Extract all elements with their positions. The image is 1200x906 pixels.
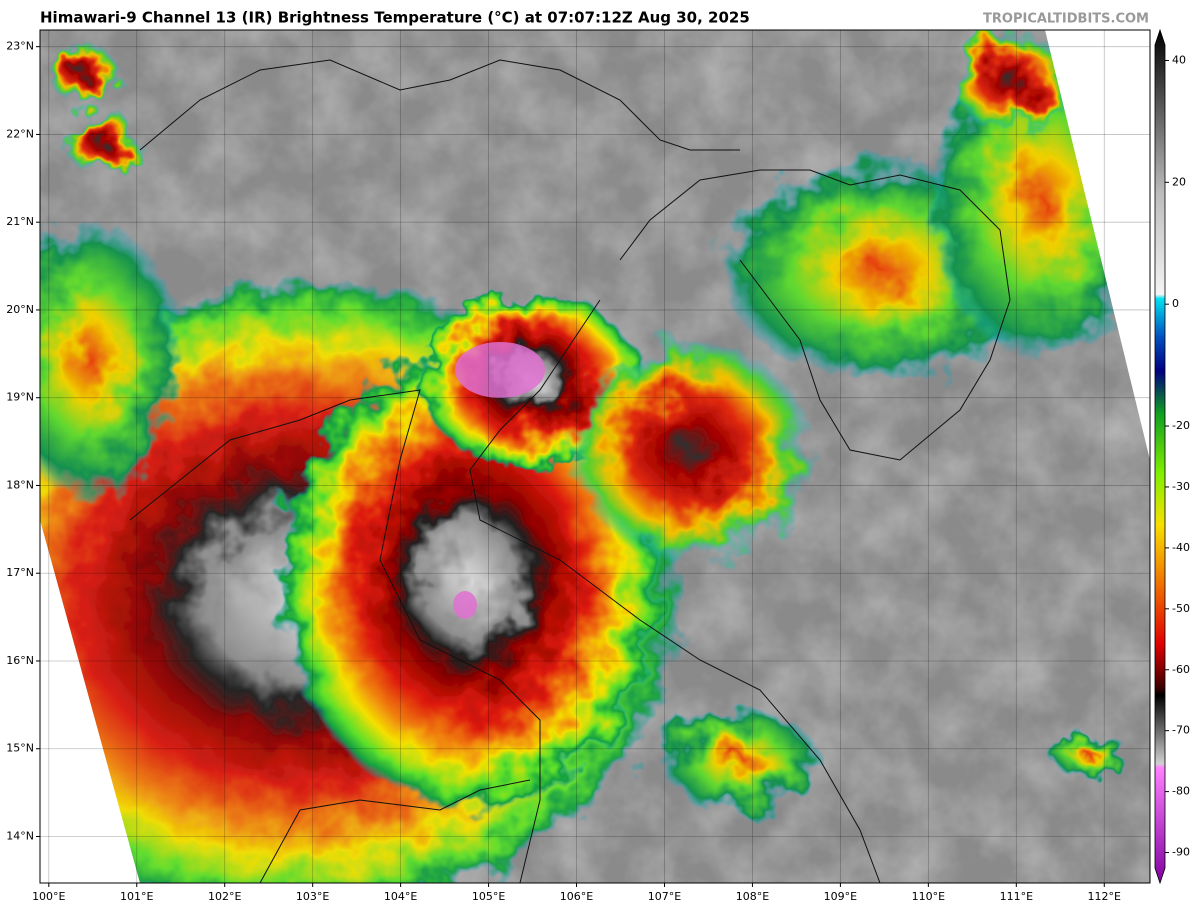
watermark: TROPICALTIDBITS.COM (983, 12, 1149, 27)
map-frame (39, 29, 1151, 884)
colorbar-tick-label: 20 (1172, 175, 1186, 188)
graticule: 100°E 101°E 102°E 103°E 104°E 105°E 106°E 107°E… (6, 30, 1150, 903)
lon-tick-label: 111°E (1000, 890, 1033, 903)
lon-tick-label: 110°E (912, 890, 945, 903)
colorbar-tick-label: -50 (1172, 602, 1190, 615)
lat-tick-label: 19°N (6, 391, 34, 404)
colorbar (1154, 28, 1166, 885)
colorbar-tick-label: -60 (1172, 663, 1190, 676)
lat-tick-label: 20°N (6, 303, 34, 316)
lat-tick-label: 16°N (6, 654, 34, 667)
lon-tick-label: 112°E (1088, 890, 1121, 903)
lon-tick-label: 105°E (472, 890, 505, 903)
colorbar-tick-label: -40 (1172, 541, 1190, 554)
lon-tick-label: 104°E (384, 890, 417, 903)
lat-tick-label: 15°N (6, 742, 34, 755)
map-title: Himawari-9 Channel 13 (IR) Brightness Te… (40, 9, 750, 27)
satellite-imagery (40, 30, 1150, 883)
lon-tick-label: 107°E (648, 890, 681, 903)
lat-tick-label: 17°N (6, 566, 34, 579)
colorbar-tick-label: -20 (1172, 419, 1190, 432)
lat-tick-label: 18°N (6, 478, 34, 491)
colorbar-tick-label: -30 (1172, 480, 1190, 493)
lat-tick-label: 22°N (6, 127, 34, 140)
lon-tick-label: 109°E (824, 890, 857, 903)
lat-tick-label: 21°N (6, 215, 34, 228)
colorbar-ticks: 40 20 0 -20 -30 -40 -50 -60 -70 -80 -90 (1165, 53, 1190, 859)
colorbar-tick-label: 0 (1172, 297, 1179, 310)
colorbar-tick-label: -90 (1172, 846, 1190, 859)
lon-tick-label: 101°E (120, 890, 153, 903)
colorbar-tick-label: -80 (1172, 785, 1190, 798)
lat-tick-label: 23°N (6, 40, 34, 53)
lon-tick-label: 103°E (296, 890, 329, 903)
lat-tick-label: 14°N (6, 829, 34, 842)
lon-tick-label: 106°E (560, 890, 593, 903)
lon-tick-label: 102°E (208, 890, 241, 903)
lon-tick-label: 100°E (32, 890, 65, 903)
lon-tick-label: 108°E (736, 890, 769, 903)
colorbar-tick-label: 40 (1172, 53, 1186, 66)
colorbar-tick-label: -70 (1172, 724, 1190, 737)
